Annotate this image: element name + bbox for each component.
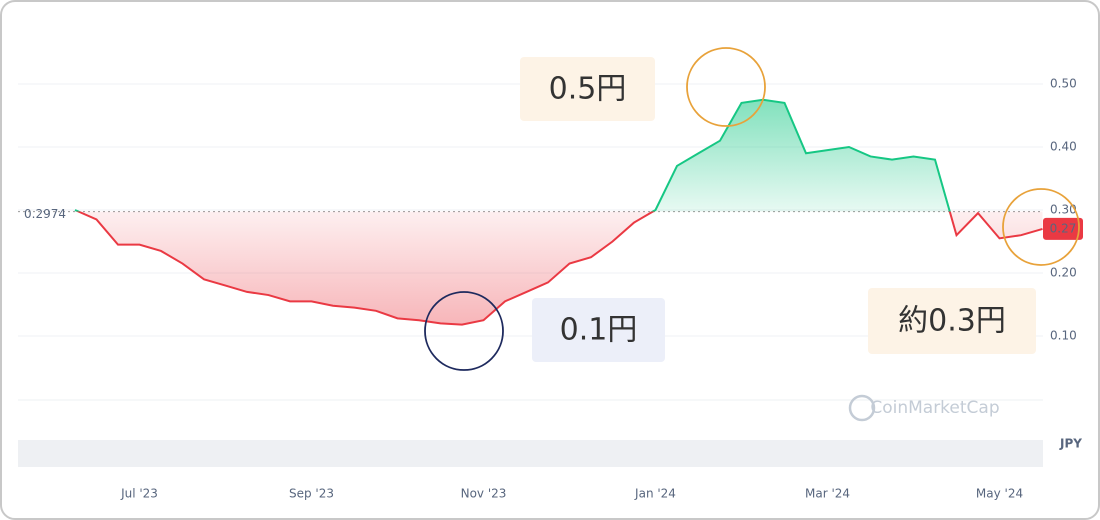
volume-band — [18, 440, 1043, 467]
y-tick-label: 0.50 — [1050, 77, 1077, 91]
x-tick-label: Jul '23 — [120, 487, 158, 501]
annotation-box — [520, 57, 655, 121]
annotation-box — [868, 288, 1036, 354]
watermark: CoinMarketCap — [870, 398, 999, 418]
area-fill — [75, 99, 1043, 325]
price-tag-label: 0.27 — [1050, 221, 1077, 235]
annotation-box — [532, 298, 665, 362]
annotation-text: 約0.3円 — [898, 304, 1006, 339]
watermark-logo — [848, 394, 876, 422]
annotation-text: 0.5円 — [549, 72, 627, 107]
x-tick-label: Nov '23 — [461, 487, 507, 501]
baseline-label: 0.2974 — [24, 207, 66, 221]
y-tick-label: 0.30 — [1050, 203, 1077, 217]
currency-label: JPY — [1059, 437, 1082, 451]
x-tick-label: May '24 — [976, 487, 1023, 501]
annotation-text: 0.1円 — [560, 313, 638, 348]
annotation-circle — [424, 291, 504, 371]
price-line — [74, 98, 1043, 326]
price-tag — [1043, 217, 1083, 240]
x-tick-label: Jan '24 — [634, 487, 676, 501]
annotation-circle — [686, 47, 766, 127]
y-tick-label: 0.40 — [1050, 140, 1077, 154]
y-tick-label: 0.20 — [1050, 266, 1077, 280]
x-tick-label: Mar '24 — [805, 487, 850, 501]
y-tick-label: 0.10 — [1050, 329, 1077, 343]
x-tick-label: Sep '23 — [289, 487, 334, 501]
annotation-circle — [1002, 188, 1080, 266]
